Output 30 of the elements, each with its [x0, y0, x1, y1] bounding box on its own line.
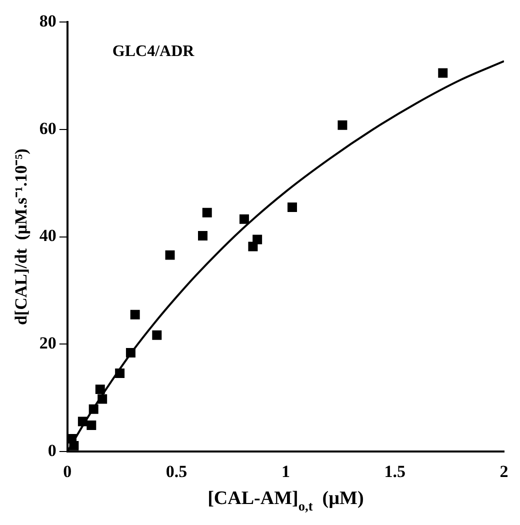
x-tick-label: 1.5	[384, 462, 406, 482]
point	[98, 394, 108, 404]
x-tick-label: 1	[281, 462, 290, 482]
point	[69, 440, 79, 450]
point	[202, 208, 212, 218]
point	[126, 348, 136, 358]
point	[130, 310, 140, 320]
y-tick-label: 0	[48, 440, 56, 460]
x-tick-label: 0	[63, 462, 72, 482]
point	[95, 384, 105, 394]
point	[88, 404, 98, 414]
point	[78, 416, 88, 426]
point	[198, 230, 208, 240]
y-tick-label: 40	[39, 226, 56, 246]
x-tick-label: 0.5	[166, 462, 188, 482]
point	[165, 250, 175, 260]
x-tick-label: 2	[500, 462, 508, 482]
point	[115, 368, 125, 378]
point	[288, 202, 297, 212]
y-tick-label: 80	[39, 11, 56, 30]
annotation: GLC4/ADR	[112, 43, 195, 60]
point	[86, 420, 96, 430]
point	[152, 330, 162, 340]
point	[338, 120, 348, 130]
y-tick-label: 60	[39, 118, 56, 138]
point	[438, 68, 448, 78]
y-axis-title: d[CAL]/dt (µM.s⁻¹.10⁻⁵)	[12, 148, 31, 326]
y-tick-label: 20	[39, 334, 56, 353]
point	[252, 234, 262, 244]
point	[239, 214, 249, 224]
